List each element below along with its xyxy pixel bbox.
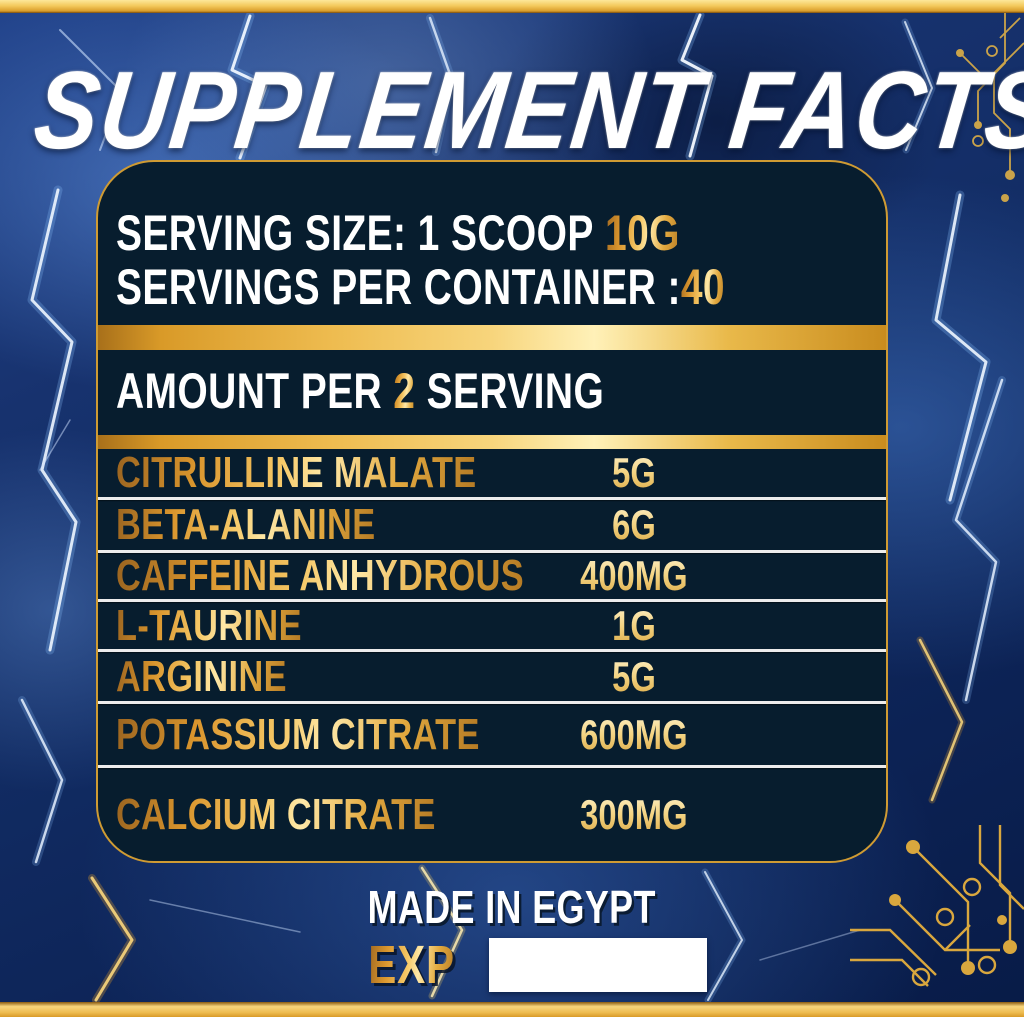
ingredient-name: ARGININE (116, 651, 287, 701)
bottom-gold-band (0, 1002, 1024, 1017)
serving-size-line: SERVING SIZE: 1 SCOOP 10G (116, 205, 839, 261)
ingredient-row: CAFFEINE ANHYDROUS 400MG (98, 551, 886, 600)
made-in-egypt-text: MADE IN EGYPT (367, 881, 657, 933)
ingredient-row: CALCIUM CITRATE 300MG (98, 768, 886, 861)
circuit-pattern-icon (956, 13, 1024, 202)
ingredient-amount: 300MG (580, 791, 688, 838)
amount-header-post: SERVING (426, 363, 605, 419)
ingredient-amount: 600MG (580, 710, 688, 758)
ingredient-amount: 5G (612, 449, 656, 496)
gold-divider-band (98, 435, 886, 449)
ingredient-row: POTASSIUM CITRATE 600MG (98, 704, 886, 765)
page-title: SUPPLEMENT FACTS (28, 48, 1024, 172)
row-divider (98, 550, 886, 553)
servings-per-container-line: SERVINGS PER CONTAINER :40 (116, 259, 886, 315)
servings-per-container-label: SERVINGS PER CONTAINER : (116, 259, 681, 315)
ingredient-name: L-TAURINE (116, 600, 302, 650)
row-divider (98, 765, 886, 768)
amount-header-serving-count: 2 (393, 363, 416, 419)
ingredient-row: L-TAURINE 1G (98, 600, 886, 650)
ingredient-name: POTASSIUM CITRATE (116, 709, 480, 759)
serving-size-value: 10G (604, 205, 680, 261)
row-divider (98, 599, 886, 602)
amount-per-serving-header: AMOUNT PER 2 SERVING (116, 363, 742, 419)
ingredient-amount: 6G (612, 501, 656, 548)
amount-header-pre: AMOUNT PER (116, 363, 383, 419)
ingredient-amount: 5G (612, 652, 656, 700)
serving-size-label: SERVING SIZE: 1 SCOOP (116, 205, 594, 261)
exp-label: EXP (368, 935, 455, 995)
servings-per-container-value: 40 (680, 259, 725, 315)
ingredient-amount: 400MG (580, 552, 688, 599)
circuit-pattern-icon (850, 825, 1024, 987)
row-divider (98, 701, 886, 704)
ingredient-row: CITRULLINE MALATE 5G (98, 448, 886, 497)
ingredient-table: CITRULLINE MALATE 5G BETA-ALANINE 6G CAF… (98, 448, 886, 861)
ingredient-name: CALCIUM CITRATE (116, 790, 436, 839)
ingredient-name: CAFFEINE ANHYDROUS (116, 551, 525, 600)
ingredient-row: ARGININE 5G (98, 652, 886, 701)
ingredient-amount: 1G (612, 601, 656, 649)
row-divider (98, 649, 886, 652)
expiry-row: EXP (356, 934, 708, 996)
ingredient-row: BETA-ALANINE 6G (98, 500, 886, 550)
row-divider (98, 497, 886, 500)
gold-divider-band (98, 325, 886, 350)
top-gold-band (0, 0, 1024, 13)
supplement-facts-panel: SERVING SIZE: 1 SCOOP 10G SERVINGS PER C… (96, 160, 888, 863)
ingredient-name: CITRULLINE MALATE (116, 448, 477, 497)
ingredient-name: BETA-ALANINE (116, 500, 376, 549)
exp-date-box (489, 938, 708, 992)
